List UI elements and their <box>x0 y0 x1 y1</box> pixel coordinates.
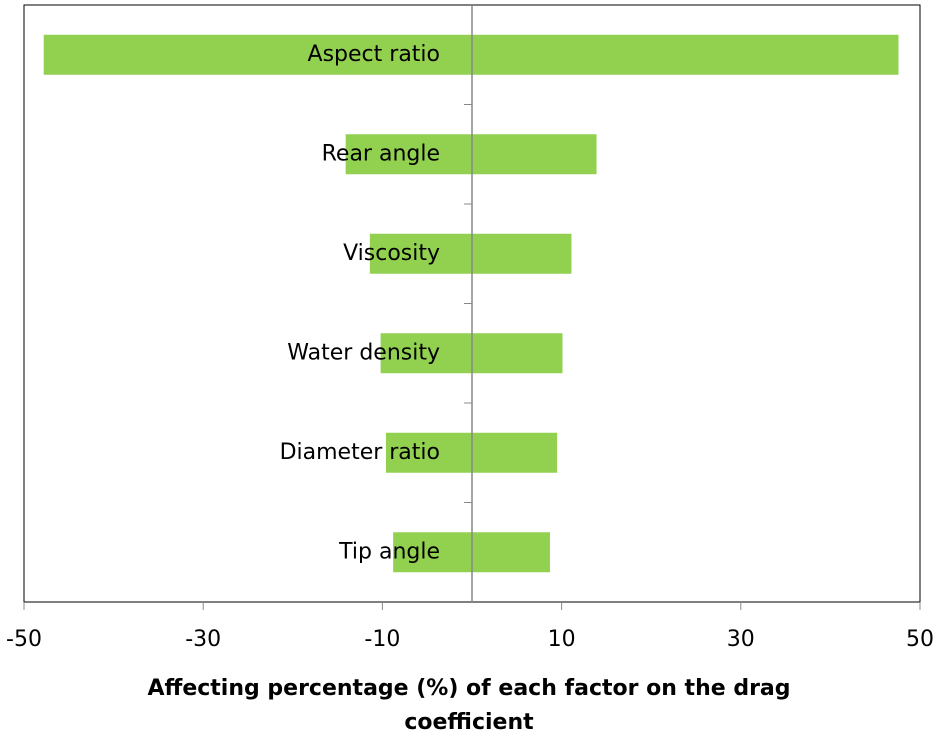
bar <box>472 333 563 374</box>
category-label: Aspect ratio <box>308 42 440 67</box>
bar <box>472 34 899 75</box>
x-tick-label: 10 <box>548 627 576 652</box>
x-tick-label: -50 <box>6 627 42 652</box>
category-label: Viscosity <box>343 241 440 266</box>
category-label: Diameter ratio <box>280 440 440 465</box>
bar <box>369 233 472 274</box>
bar <box>393 532 472 573</box>
x-tick-label: -10 <box>364 627 400 652</box>
bar <box>472 134 597 175</box>
x-tick-label: -30 <box>185 627 221 652</box>
x-axis-label: Affecting percentage (%) of each factor … <box>147 676 791 735</box>
category-label: Water density <box>287 340 440 365</box>
x-tick-label: 30 <box>727 627 755 652</box>
category-label: Rear angle <box>322 141 440 166</box>
category-label: Tip angle <box>338 539 440 564</box>
bar <box>472 432 558 473</box>
bar <box>472 532 550 573</box>
bar <box>345 134 472 175</box>
bar <box>43 34 472 75</box>
x-tick-label: 50 <box>906 627 934 652</box>
bar <box>472 233 572 274</box>
bar <box>380 333 472 374</box>
bar <box>385 432 472 473</box>
